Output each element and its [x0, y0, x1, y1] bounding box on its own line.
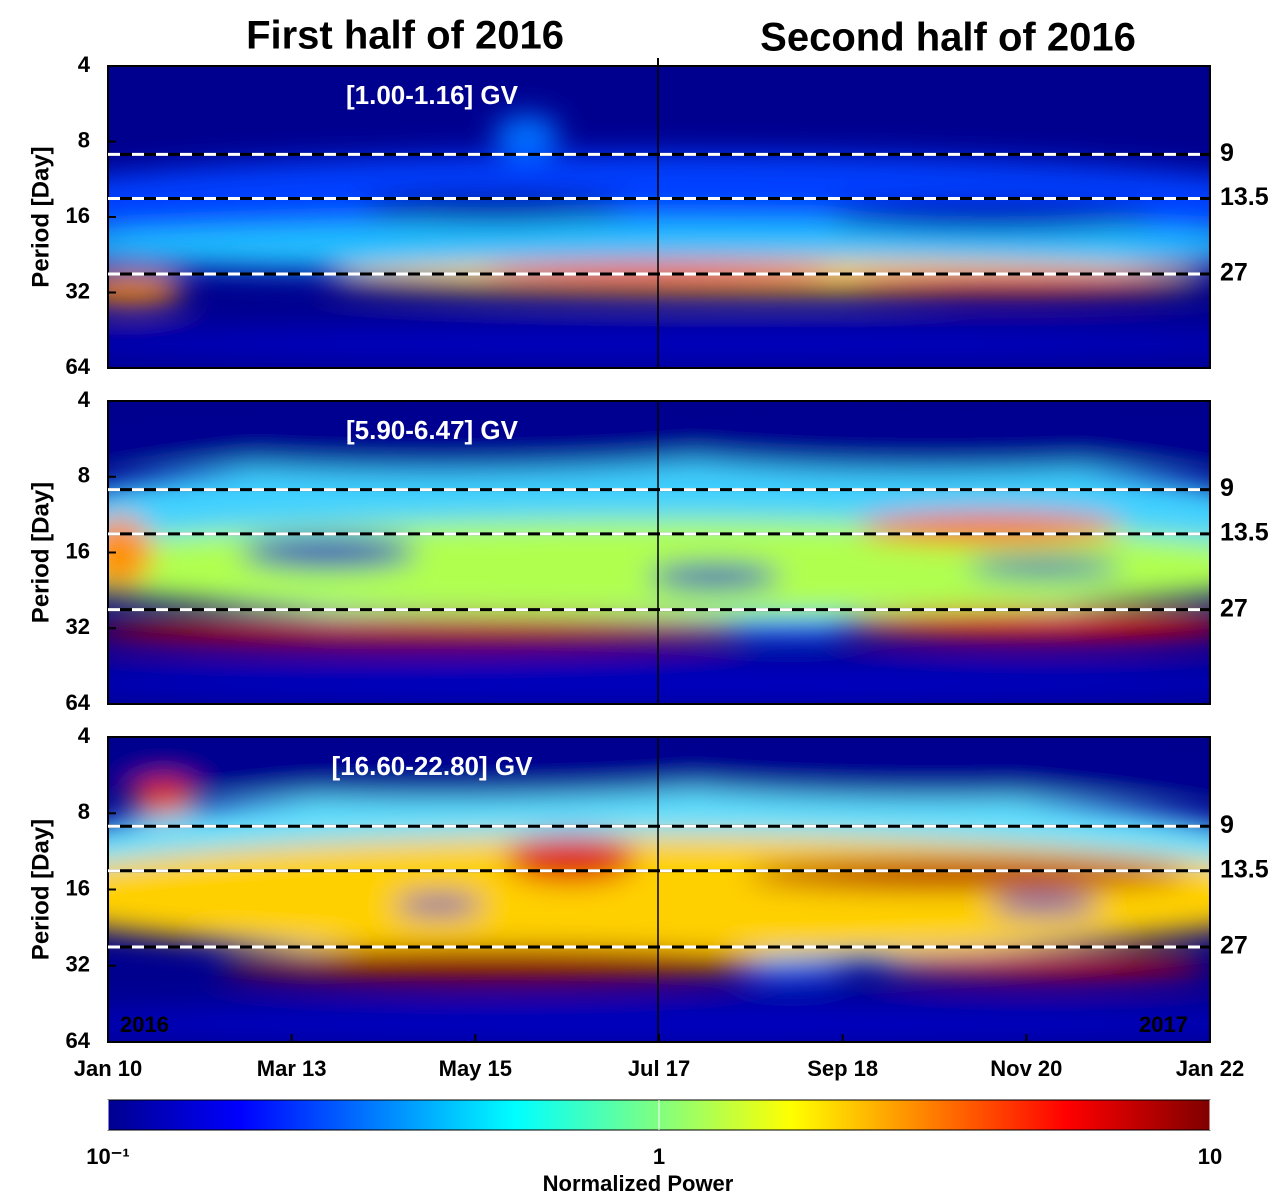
heatmap-blob [108, 404, 792, 471]
heatmap-blob [967, 558, 1122, 577]
y-tick-label: 32 [66, 278, 90, 303]
y-tick-label: 8 [78, 799, 90, 824]
y-tick-label: 64 [66, 1028, 91, 1053]
y-tick-label: 64 [66, 690, 91, 715]
y-tick-label: 64 [66, 354, 91, 379]
column-title: Second half of 2016 [760, 16, 1136, 60]
heatmap-blob [394, 895, 483, 914]
reference-label: 9 [1220, 139, 1234, 167]
heatmap-blob [108, 325, 1210, 362]
heatmap-blob [857, 513, 1122, 544]
y-axis-label: Period [Day] [27, 146, 54, 287]
column-title: First half of 2016 [246, 14, 564, 58]
y-tick-label: 4 [78, 52, 91, 77]
year-label: 2016 [120, 1012, 169, 1037]
heatmap-blob [493, 114, 560, 157]
x-tick-label: Mar 13 [257, 1056, 327, 1081]
heatmap [108, 401, 1210, 704]
y-tick-label: 16 [66, 538, 90, 563]
heatmap-field [108, 404, 1210, 704]
x-tick-label: May 15 [439, 1056, 512, 1081]
heatmap-blob [846, 274, 1177, 293]
x-tick-label: Jan 10 [74, 1056, 143, 1081]
x-tick-label: Sep 18 [807, 1056, 878, 1081]
heatmap-blob [218, 947, 770, 985]
colorbar-tick-label: 1 [653, 1144, 665, 1169]
heatmap-blob [846, 610, 1210, 641]
reference-label: 13.5 [1220, 519, 1269, 547]
heatmap [108, 737, 1210, 1042]
heatmap-blob [504, 834, 637, 884]
heatmap-blob [824, 201, 1155, 233]
year-label: 2017 [1139, 1012, 1188, 1037]
reference-label: 13.5 [1220, 183, 1269, 211]
colorbar-tick-label: 10⁻¹ [86, 1144, 129, 1169]
reference-label: 27 [1220, 932, 1248, 960]
heatmap-blob [879, 953, 1210, 978]
heatmap-blob [108, 516, 153, 589]
heatmap-blob [736, 967, 847, 983]
heatmap-blob [989, 895, 1100, 914]
reference-label: 9 [1220, 474, 1234, 502]
colorbar-tick-label: 10 [1198, 1144, 1222, 1169]
y-axis-label: Period [Day] [27, 819, 54, 960]
heatmap-blob [647, 564, 781, 589]
y-tick-label: 16 [66, 203, 90, 228]
heatmap-blob [130, 779, 197, 817]
heatmap-blob [603, 404, 1210, 471]
y-tick-label: 8 [78, 463, 90, 488]
x-tick-label: Jul 17 [628, 1056, 690, 1081]
y-tick-label: 4 [78, 723, 91, 748]
y-tick-label: 16 [66, 875, 90, 900]
panel-label: [16.60-22.80] GV [332, 751, 534, 781]
panel-label: [1.00-1.16] GV [346, 80, 519, 110]
colorbar-label: Normalized Power [543, 1171, 734, 1196]
heatmap-blob [736, 623, 847, 639]
heatmap-blob [240, 537, 417, 568]
panel-label: [5.90-6.47] GV [346, 415, 519, 445]
heatmap-field [108, 737, 1210, 1042]
heatmap-blob [108, 616, 748, 647]
heatmap [108, 66, 1210, 368]
heatmap-blob [108, 661, 1210, 704]
y-tick-label: 32 [66, 952, 90, 977]
reference-label: 13.5 [1220, 855, 1269, 883]
heatmap-blob [747, 859, 1188, 890]
heatmap-blob [361, 192, 626, 224]
heatmap-blob [108, 220, 1210, 275]
y-tick-label: 4 [78, 387, 91, 412]
heatmap-blob [603, 737, 1210, 798]
y-tick-label: 8 [78, 127, 90, 152]
y-tick-label: 32 [66, 614, 90, 639]
reference-label: 9 [1220, 811, 1234, 839]
x-tick-label: Jan 22 [1176, 1056, 1245, 1081]
y-axis-label: Period [Day] [27, 482, 54, 623]
heatmap-blob [108, 274, 186, 305]
heatmap-blob [108, 737, 792, 798]
heatmap-blob [108, 834, 1210, 957]
x-tick-label: Nov 20 [990, 1056, 1062, 1081]
reference-label: 27 [1220, 594, 1248, 622]
heatmap-blob [108, 1002, 1210, 1042]
reference-label: 27 [1220, 259, 1248, 287]
